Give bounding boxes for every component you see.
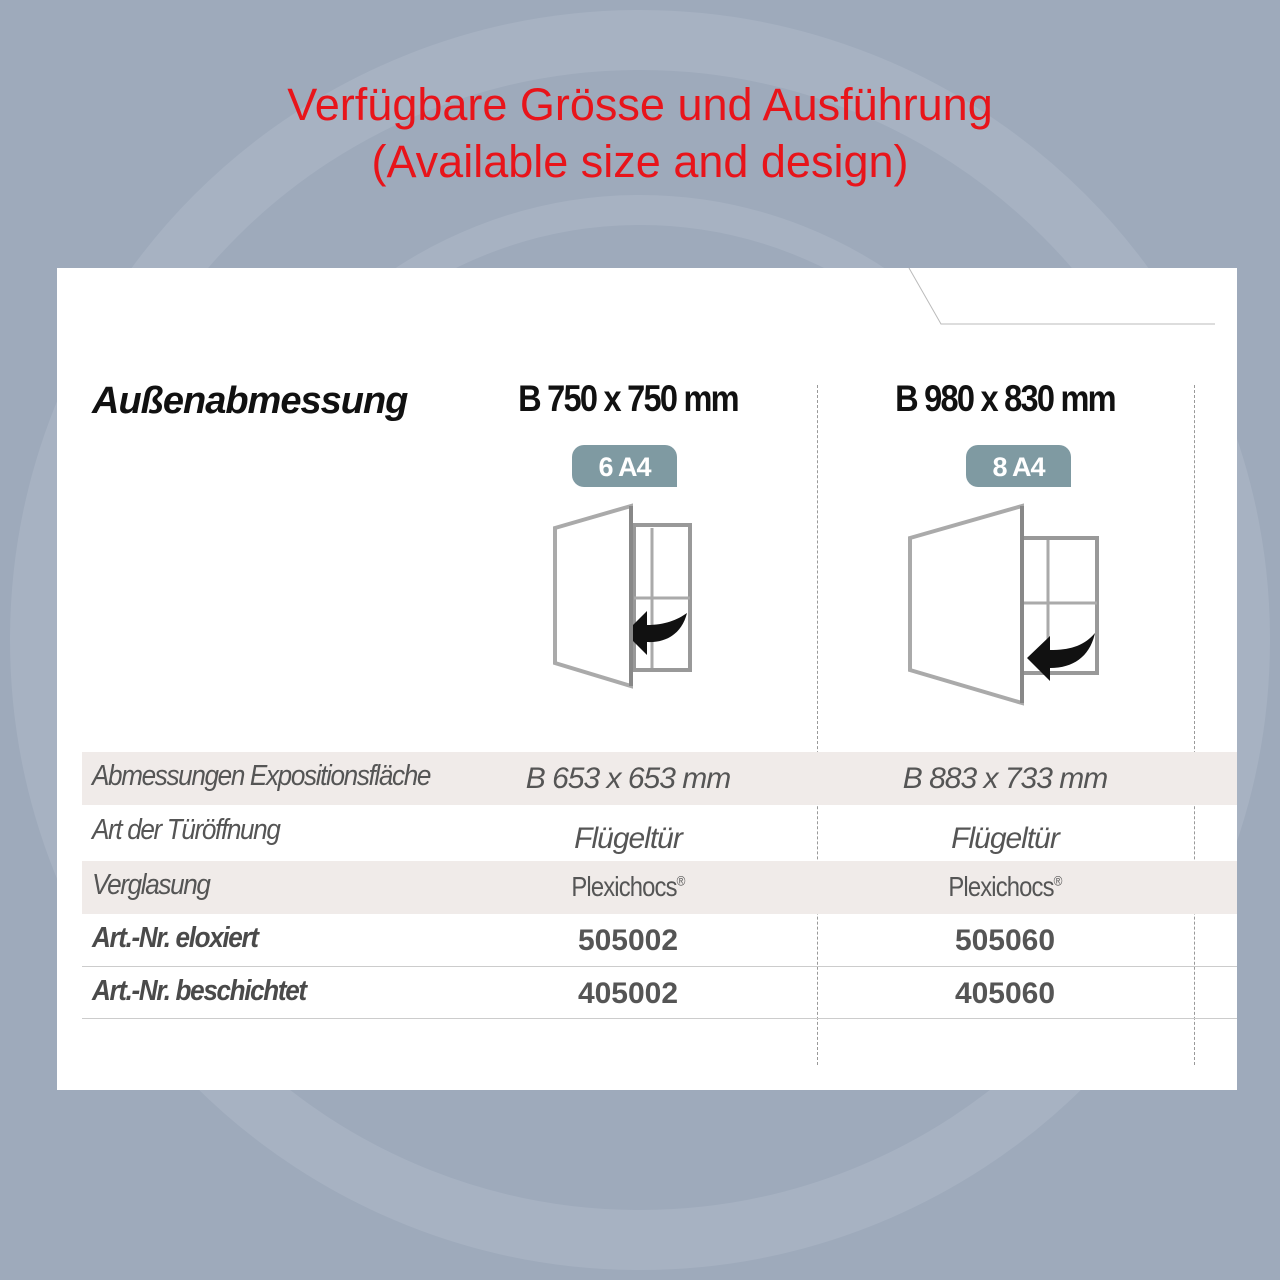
- row-label: Abmessungen Expositionsfläche: [92, 760, 431, 792]
- page-subtitle: (Available size and design): [371, 136, 909, 187]
- table-row: Abmessungen Expositionsfläche B 653 x 65…: [82, 752, 1237, 805]
- row-value: B 883 x 733 mm: [902, 762, 1108, 795]
- row-value: B 653 x 653 mm: [525, 762, 731, 795]
- swing-door-cabinet-icon: [553, 503, 692, 689]
- row-label: Verglasung: [92, 869, 211, 901]
- registered-mark: ®: [1053, 872, 1063, 889]
- column-divider: [1194, 385, 1195, 1065]
- row-value: 405060: [954, 977, 1056, 1010]
- row-divider: [82, 1018, 1237, 1019]
- row-label: Art der Türöffnung: [92, 814, 281, 846]
- header-label: Außenabmessung: [92, 380, 408, 422]
- registered-mark: ®: [676, 872, 686, 889]
- capacity-badge-1: 6 A4: [572, 445, 677, 487]
- row-value: 505060: [954, 924, 1056, 957]
- table-row: Art.-Nr. eloxiert 505002 505060: [82, 914, 1237, 967]
- column-divider: [817, 385, 818, 1065]
- spec-table-panel: Außenabmessung B 750 x 750 mm B 980 x 83…: [57, 268, 1237, 1090]
- page-title: Verfügbare Grösse und Ausführung: [287, 79, 993, 130]
- row-value: Plexichocs: [571, 871, 677, 902]
- capacity-badge-2: 8 A4: [966, 445, 1071, 487]
- column-size-1: B 750 x 750 mm: [518, 378, 739, 419]
- column-size-2: B 980 x 830 mm: [895, 378, 1116, 419]
- row-divider: [82, 966, 1237, 967]
- row-label: Art.-Nr. eloxiert: [92, 922, 259, 954]
- row-value: 505002: [577, 924, 679, 957]
- corner-decoration: [908, 268, 1215, 325]
- row-value: 405002: [577, 977, 679, 1010]
- swing-door-cabinet-icon: [908, 503, 1099, 706]
- table-row: Verglasung Plexichocs® Plexichocs®: [82, 861, 1237, 914]
- table-row: Art der Türöffnung Flügeltür Flügeltür: [82, 806, 1237, 859]
- row-value: Plexichocs: [948, 871, 1054, 902]
- row-value: Flügeltür: [574, 822, 683, 855]
- table-row: Art.-Nr. beschichtet 405002 405060: [82, 967, 1237, 1020]
- row-value: Flügeltür: [951, 822, 1060, 855]
- row-label: Art.-Nr. beschichtet: [92, 975, 307, 1007]
